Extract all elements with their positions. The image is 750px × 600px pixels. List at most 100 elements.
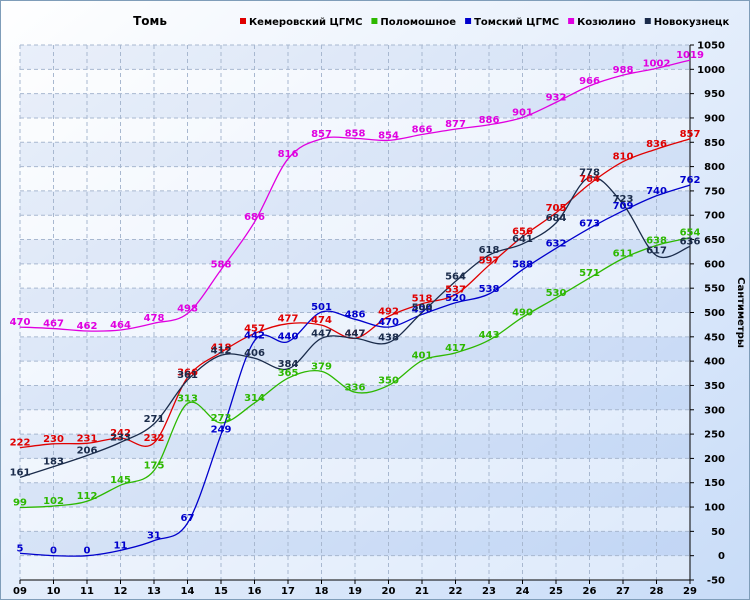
x-tick-label: 24 <box>516 586 530 597</box>
data-label: 518 <box>412 294 433 305</box>
series-line-1 <box>19 236 691 509</box>
data-label: 588 <box>512 260 533 271</box>
data-label: 836 <box>646 139 667 150</box>
data-label: 684 <box>546 213 567 224</box>
data-label: 588 <box>211 260 232 271</box>
data-label: 443 <box>479 330 500 341</box>
x-tick-label: 21 <box>415 586 429 597</box>
data-label: 379 <box>311 361 332 372</box>
data-label: 1002 <box>643 58 671 69</box>
data-label: 102 <box>43 496 64 507</box>
legend-label: Козюлино <box>577 17 636 28</box>
data-label: 816 <box>278 149 299 160</box>
data-label: 5 <box>17 543 24 554</box>
data-label: 233 <box>110 432 131 443</box>
data-label: 401 <box>412 351 433 362</box>
data-label: 762 <box>680 175 701 186</box>
data-label: 231 <box>77 433 98 444</box>
y-tick-label: 50 <box>711 527 725 538</box>
data-label: 641 <box>512 234 533 245</box>
data-label: 175 <box>144 461 165 472</box>
data-label: 464 <box>110 320 131 331</box>
data-label: 866 <box>412 124 433 135</box>
data-label: 230 <box>43 434 64 445</box>
data-label: 656 <box>512 227 533 238</box>
data-label: 0 <box>84 546 91 557</box>
x-tick-label: 11 <box>80 586 94 597</box>
data-label: 988 <box>613 65 634 76</box>
legend: Кемеровский ЦГМС Поломошное Томский ЦГМС Ко… <box>240 17 729 28</box>
data-label: 366 <box>177 368 198 379</box>
data-label: 932 <box>546 92 567 103</box>
x-tick-label: 23 <box>482 586 496 597</box>
x-tick-label: 28 <box>650 586 664 597</box>
y-tick-label: 800 <box>704 162 725 173</box>
data-label: 418 <box>211 342 232 353</box>
data-label: 470 <box>378 317 399 328</box>
data-label: 467 <box>43 319 64 330</box>
data-label: 112 <box>77 491 98 502</box>
data-label: 520 <box>445 293 466 304</box>
data-label: 438 <box>378 333 399 344</box>
data-label: 222 <box>10 438 31 449</box>
data-label: 273 <box>211 413 232 424</box>
data-label: 417 <box>445 343 466 354</box>
y-tick-label: 250 <box>704 430 725 441</box>
x-tick-label: 26 <box>583 586 597 597</box>
data-label: 457 <box>244 323 265 334</box>
data-label: 406 <box>244 348 265 359</box>
y-tick-label: 0 <box>718 551 725 562</box>
y-tick-label: 100 <box>704 503 725 514</box>
data-label: 500 <box>412 303 433 314</box>
x-tick-label: 27 <box>616 586 630 597</box>
x-tick-label: 25 <box>549 586 563 597</box>
data-label: 206 <box>77 445 98 456</box>
data-label: 99 <box>13 498 27 509</box>
data-label: 365 <box>278 368 299 379</box>
legend-swatch <box>465 18 472 24</box>
x-tick-label: 16 <box>248 586 262 597</box>
data-label: 490 <box>512 307 533 318</box>
y-axis-label: Сантиметры <box>735 277 746 348</box>
y-tick-label: 1000 <box>697 65 725 76</box>
plot-band <box>20 45 690 70</box>
data-label: 478 <box>144 313 165 324</box>
data-label: 886 <box>479 115 500 126</box>
data-label: 673 <box>579 218 600 229</box>
x-tick-label: 19 <box>348 586 362 597</box>
data-label: 313 <box>177 393 198 404</box>
data-label: 498 <box>177 303 198 314</box>
data-label: 778 <box>579 167 600 178</box>
data-label: 740 <box>646 186 667 197</box>
y-tick-label: 450 <box>704 332 725 343</box>
data-label: 611 <box>613 249 634 260</box>
legend-swatch <box>568 18 575 24</box>
data-label: 857 <box>311 129 332 140</box>
data-label: 271 <box>144 414 165 425</box>
data-label: 477 <box>278 314 299 325</box>
x-tick-label: 10 <box>47 586 61 597</box>
legend-label: Томский ЦГМС <box>474 17 559 28</box>
y-tick-label: 650 <box>704 235 725 246</box>
x-tick-label: 20 <box>382 586 396 597</box>
data-label: 723 <box>613 194 634 205</box>
data-label: 530 <box>546 288 567 299</box>
y-tick-label: 900 <box>704 113 725 124</box>
legend-label: Поломошное <box>380 17 456 28</box>
data-label: 709 <box>613 201 634 212</box>
chart-title: Томь <box>133 14 167 28</box>
data-label: 632 <box>546 238 567 249</box>
y-tick-label: 950 <box>704 89 725 100</box>
y-tick-label: 1050 <box>697 41 725 52</box>
data-label: 447 <box>345 328 366 339</box>
data-label: 412 <box>211 345 232 356</box>
series-line-3 <box>19 59 691 332</box>
plot-band <box>20 507 690 532</box>
data-label: 618 <box>479 245 500 256</box>
y-tick-label: 600 <box>704 259 725 270</box>
data-label: 501 <box>311 302 332 313</box>
data-label: 654 <box>680 228 701 239</box>
